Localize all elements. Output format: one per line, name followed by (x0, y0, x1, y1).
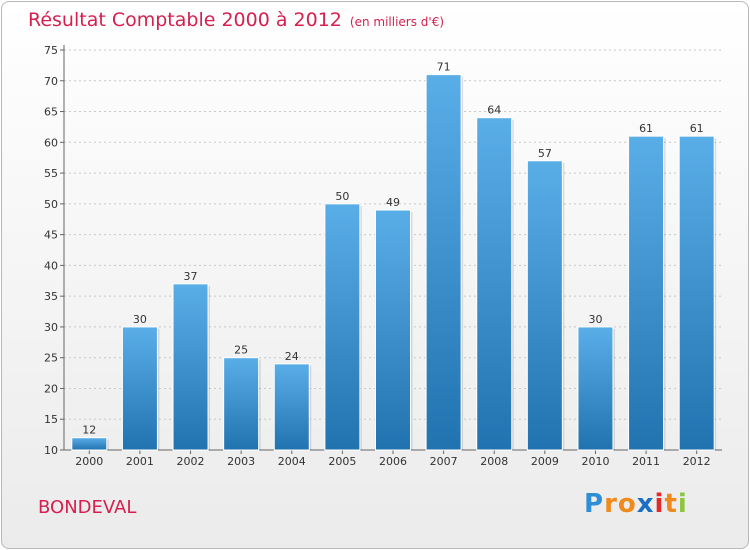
logo-letter: t (664, 489, 678, 519)
x-tick-label: 2004 (278, 455, 306, 468)
y-tick-label: 40 (44, 259, 58, 272)
logo-letter: r (604, 489, 618, 519)
chart-title-text: Résultat Comptable 2000 à 2012 (28, 9, 342, 31)
data-label: 71 (437, 61, 451, 74)
x-tick-label: 2008 (480, 455, 508, 468)
bar-2000 (71, 437, 108, 451)
y-tick-label: 70 (44, 75, 58, 88)
bar-2010 (577, 326, 614, 451)
x-tick-label: 2011 (632, 455, 660, 468)
data-label: 24 (285, 350, 299, 363)
logo-letter: o (617, 489, 637, 519)
bar-layer (71, 74, 717, 451)
y-tick-label: 75 (44, 44, 58, 57)
label-layer: 12 30 37 25 24 50 49 71 64 57 30 61 61 (82, 61, 703, 437)
commune-name: BONDEVAL (38, 497, 137, 518)
logo-letter: P (584, 489, 605, 519)
bar-2005 (324, 203, 361, 451)
y-tick-label: 20 (44, 382, 58, 395)
data-label: 61 (639, 122, 653, 135)
chart-title: Résultat Comptable 2000 à 2012 (en millie… (28, 9, 444, 31)
data-label: 57 (538, 147, 552, 160)
bar-2009 (526, 160, 563, 451)
data-label: 25 (234, 344, 248, 357)
y-tick-label: 35 (44, 290, 58, 303)
x-tick-label: 2000 (75, 455, 103, 468)
x-tick-label: 2001 (126, 455, 154, 468)
data-label: 37 (184, 270, 198, 283)
logo-letter: i (654, 489, 665, 519)
bar-2007 (425, 74, 462, 451)
data-label: 30 (133, 313, 147, 326)
logo-letter: i (677, 489, 688, 519)
axis-layer: 10 15 20 25 30 35 40 45 50 55 60 65 70 75 2000 2001 2002… (44, 44, 722, 468)
x-tick-label: 2002 (177, 455, 205, 468)
data-label: 49 (386, 196, 400, 209)
y-tick-label: 10 (44, 444, 58, 457)
y-tick-label: 55 (44, 167, 58, 180)
bar-2012 (678, 135, 715, 451)
bar-2004 (273, 363, 310, 451)
x-tick-label: 2009 (531, 455, 559, 468)
x-tick-label: 2003 (227, 455, 255, 468)
bar-2006 (375, 209, 411, 451)
x-tick-label: 2005 (328, 455, 356, 468)
chart-subtitle: (en milliers d'€) (349, 15, 445, 29)
y-tick-label: 65 (44, 106, 58, 119)
x-tick-label: 2007 (430, 455, 458, 468)
y-tick-label: 30 (44, 321, 58, 334)
bar-2001 (121, 326, 158, 451)
data-label: 12 (82, 424, 96, 437)
x-tick-label: 2010 (581, 455, 609, 468)
y-tick-label: 45 (44, 229, 58, 242)
data-label: 30 (588, 313, 602, 326)
y-tick-label: 15 (44, 413, 58, 426)
x-tick-label: 2006 (379, 455, 407, 468)
data-label: 50 (335, 190, 349, 203)
proxiti-logo[interactable]: Proxiti (584, 489, 688, 519)
y-tick-label: 50 (44, 198, 58, 211)
bar-2003 (223, 357, 260, 451)
bar-2011 (628, 135, 665, 451)
y-tick-label: 60 (44, 136, 58, 149)
y-tick-label: 25 (44, 352, 58, 365)
x-tick-label: 2012 (683, 455, 711, 468)
data-label: 61 (690, 122, 704, 135)
logo-letter: x (636, 489, 655, 519)
bar-2002 (172, 283, 209, 451)
bar-2008 (476, 117, 513, 451)
data-label: 64 (487, 104, 501, 117)
